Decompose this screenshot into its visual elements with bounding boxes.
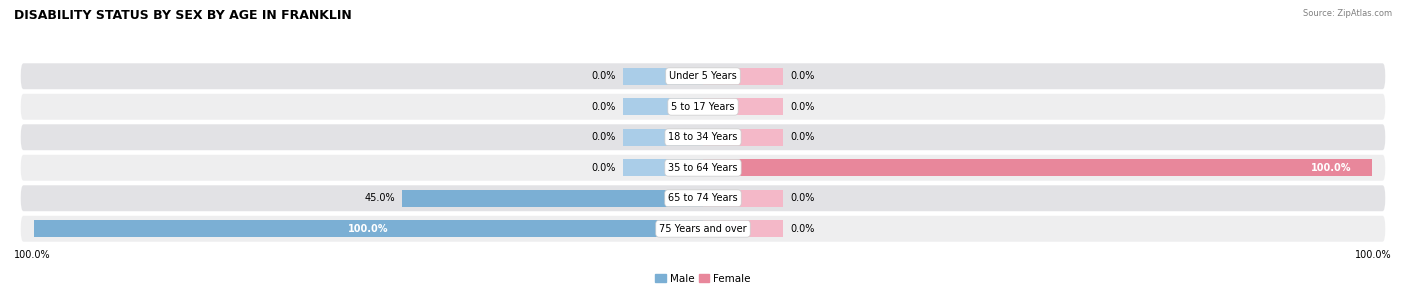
Text: 0.0%: 0.0% — [790, 224, 814, 234]
Bar — [703, 159, 783, 176]
Bar — [623, 190, 703, 207]
Text: 0.0%: 0.0% — [790, 71, 814, 81]
Text: 0.0%: 0.0% — [592, 132, 616, 142]
Text: 45.0%: 45.0% — [364, 193, 395, 203]
Bar — [623, 129, 703, 145]
Text: 0.0%: 0.0% — [790, 193, 814, 203]
Bar — [623, 220, 703, 237]
FancyBboxPatch shape — [21, 216, 1385, 242]
Bar — [703, 68, 783, 84]
Text: 65 to 74 Years: 65 to 74 Years — [668, 193, 738, 203]
FancyBboxPatch shape — [21, 124, 1385, 150]
Text: 100.0%: 100.0% — [1355, 250, 1392, 260]
FancyBboxPatch shape — [21, 94, 1385, 120]
Bar — [34, 220, 703, 237]
Text: 5 to 17 Years: 5 to 17 Years — [671, 102, 735, 112]
Text: DISABILITY STATUS BY SEX BY AGE IN FRANKLIN: DISABILITY STATUS BY SEX BY AGE IN FRANK… — [14, 9, 352, 22]
Legend: Male, Female: Male, Female — [651, 270, 755, 288]
Text: 100.0%: 100.0% — [1312, 163, 1351, 173]
Bar — [703, 129, 783, 145]
FancyBboxPatch shape — [21, 155, 1385, 181]
Text: Under 5 Years: Under 5 Years — [669, 71, 737, 81]
Text: 0.0%: 0.0% — [592, 163, 616, 173]
Text: 18 to 34 Years: 18 to 34 Years — [668, 132, 738, 142]
Text: 0.0%: 0.0% — [790, 132, 814, 142]
Text: 75 Years and over: 75 Years and over — [659, 224, 747, 234]
Bar — [703, 159, 1372, 176]
Bar — [703, 98, 783, 115]
Text: Source: ZipAtlas.com: Source: ZipAtlas.com — [1303, 9, 1392, 18]
Bar — [402, 190, 703, 207]
Bar — [623, 159, 703, 176]
Bar — [623, 98, 703, 115]
Bar — [703, 220, 783, 237]
FancyBboxPatch shape — [21, 63, 1385, 89]
Text: 100.0%: 100.0% — [349, 224, 389, 234]
FancyBboxPatch shape — [21, 185, 1385, 211]
Bar — [623, 68, 703, 84]
Bar — [703, 190, 783, 207]
Text: 0.0%: 0.0% — [790, 102, 814, 112]
Text: 0.0%: 0.0% — [592, 71, 616, 81]
Text: 100.0%: 100.0% — [14, 250, 51, 260]
Text: 0.0%: 0.0% — [592, 102, 616, 112]
Text: 35 to 64 Years: 35 to 64 Years — [668, 163, 738, 173]
